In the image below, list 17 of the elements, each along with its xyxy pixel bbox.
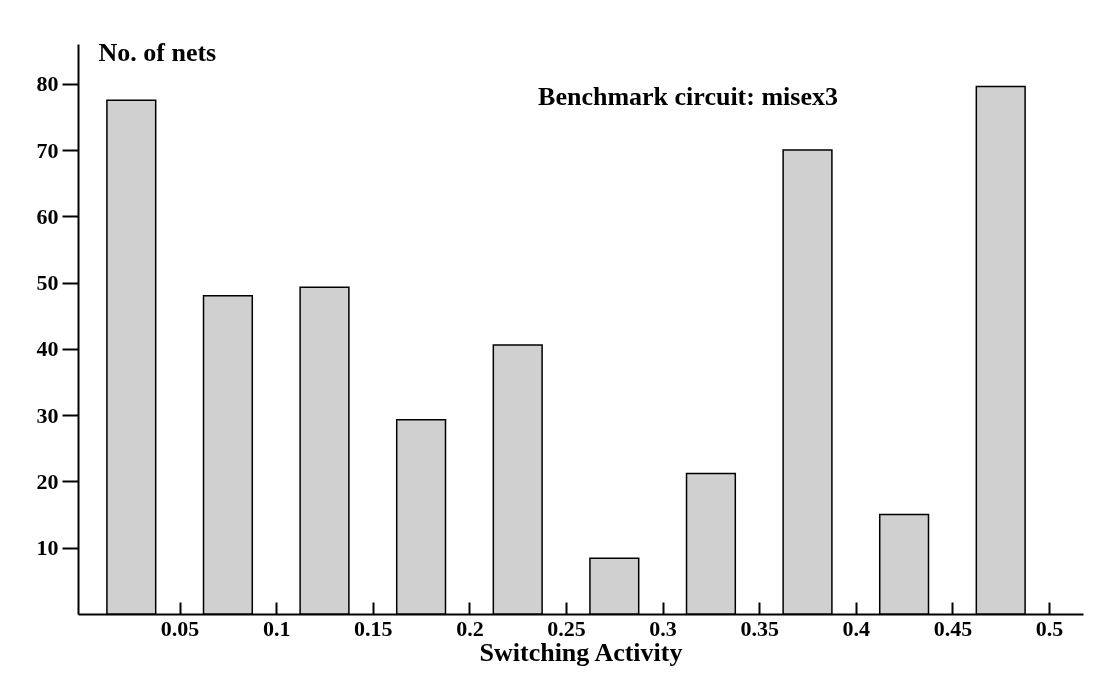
y-tick-label: 30 bbox=[36, 402, 59, 428]
y-tick-label: 60 bbox=[36, 203, 59, 229]
x-tick-label: 0.45 bbox=[933, 615, 973, 641]
y-tick-label: 80 bbox=[36, 71, 59, 97]
x-tick-label: 0.15 bbox=[354, 615, 393, 641]
y-axis-title: No. of nets bbox=[98, 37, 217, 67]
x-tick-label: 0.4 bbox=[842, 615, 871, 641]
x-tick-label: 0.1 bbox=[262, 615, 291, 641]
x-tick-label: 0.5 bbox=[1035, 615, 1064, 641]
x-tick-label: 0.35 bbox=[740, 615, 779, 641]
y-tick-label: 50 bbox=[36, 270, 59, 296]
y-tick-label: 20 bbox=[36, 468, 59, 494]
y-tick-label: 40 bbox=[36, 336, 59, 362]
annotation: Benchmark circuit: misex3 bbox=[538, 82, 838, 111]
x-tick-label: 0.05 bbox=[160, 615, 200, 641]
y-tick-label: 10 bbox=[36, 535, 59, 561]
y-tick-label: 70 bbox=[36, 137, 59, 163]
